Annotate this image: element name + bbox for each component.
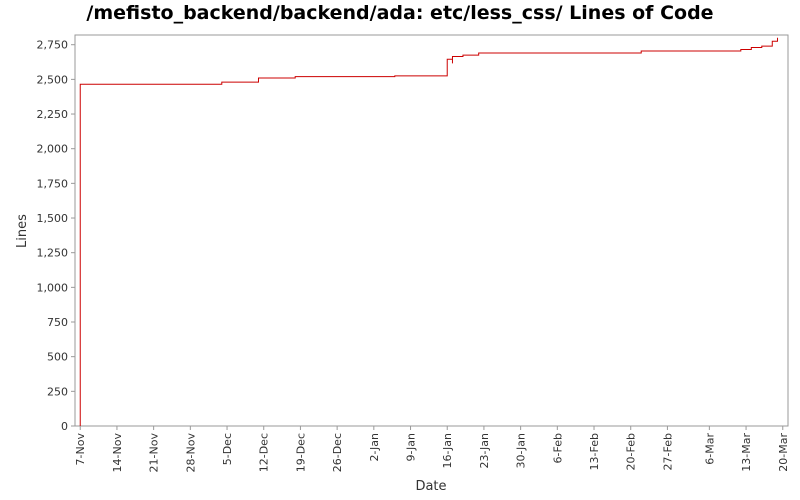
x-tick-label: 16-Jan xyxy=(441,433,454,469)
x-tick-label: 9-Jan xyxy=(405,433,418,462)
y-tick-label: 2,500 xyxy=(37,73,69,86)
plot-area xyxy=(74,34,789,427)
x-tick-label: 27-Feb xyxy=(661,433,674,470)
x-tick-label: 20-Mar xyxy=(777,433,790,472)
y-tick-label: 750 xyxy=(47,316,68,329)
y-tick-label: 1,000 xyxy=(37,281,69,294)
x-axis-title: Date xyxy=(415,479,446,494)
y-tick-label: 2,250 xyxy=(37,108,69,121)
y-tick-label: 2,750 xyxy=(37,39,69,52)
y-tick-label: 0 xyxy=(61,420,68,433)
x-tick-label: 13-Feb xyxy=(588,433,601,470)
x-tick-label: 6-Mar xyxy=(703,433,716,465)
x-tick-label: 6-Feb xyxy=(551,433,564,463)
series-layer xyxy=(79,37,779,426)
x-axis: 7-Nov 14-Nov 21-Nov 28-Nov 5-Dec 12-Dec 19-Dec… xyxy=(74,426,790,472)
x-tick-label: 26-Dec xyxy=(331,433,344,472)
chart-title: /mefisto_backend/backend/ada: etc/less_c… xyxy=(86,2,714,24)
y-axis: 0 250 500 750 1,000 1,250 1,500 1,750 2,000 2,250… xyxy=(37,39,75,433)
y-tick-label: 1,250 xyxy=(37,247,69,260)
x-tick-label: 5-Dec xyxy=(221,433,234,465)
x-tick-label: 12-Dec xyxy=(258,433,271,472)
y-tick-label: 2,000 xyxy=(37,143,69,156)
x-tick-label: 23-Jan xyxy=(478,433,491,469)
x-tick-label: 14-Nov xyxy=(111,433,124,473)
x-tick-label: 28-Nov xyxy=(184,433,197,473)
y-axis-title: Lines xyxy=(15,214,30,248)
series-line xyxy=(79,37,779,426)
x-tick-label: 2-Jan xyxy=(368,433,381,462)
x-tick-label: 20-Feb xyxy=(625,433,638,470)
x-tick-label: 19-Dec xyxy=(294,433,307,472)
x-tick-label: 30-Jan xyxy=(515,433,528,469)
y-tick-label: 1,750 xyxy=(37,177,69,190)
x-tick-label: 13-Mar xyxy=(740,433,753,472)
x-tick-label: 21-Nov xyxy=(148,433,161,473)
y-tick-label: 500 xyxy=(47,351,68,364)
y-tick-label: 250 xyxy=(47,385,68,398)
y-tick-label: 1,500 xyxy=(37,212,69,225)
x-tick-label: 7-Nov xyxy=(74,433,87,466)
